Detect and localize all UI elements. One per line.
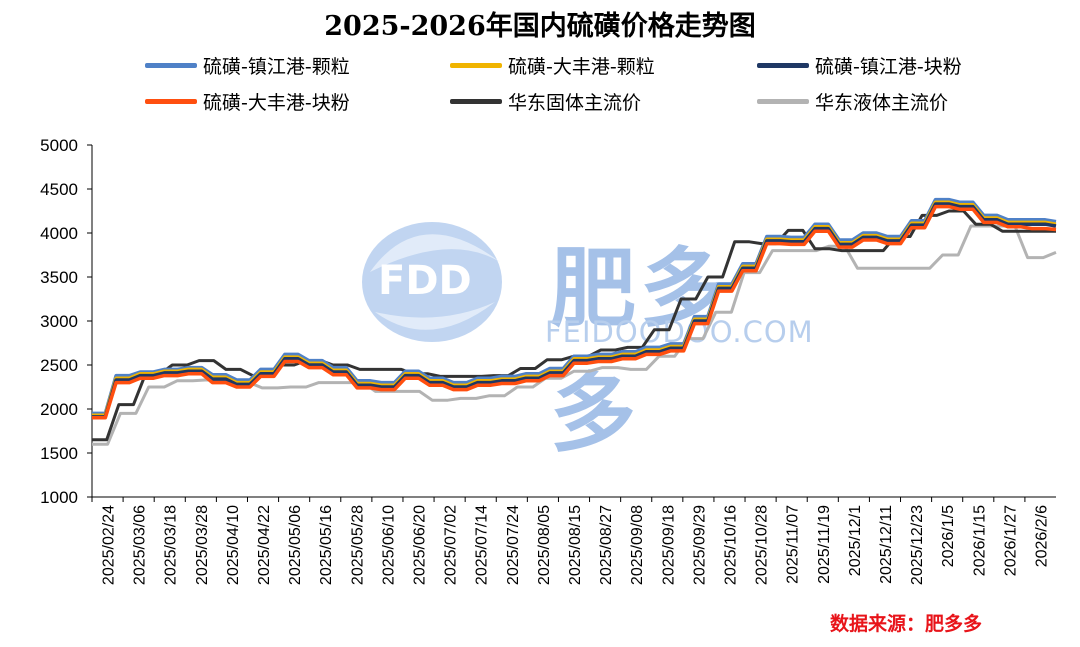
- legend-label: 硫磺-大丰港-块粉: [203, 92, 350, 114]
- series-line-0: [92, 197, 1057, 416]
- x-tick-label: 2025/03/28: [194, 505, 211, 585]
- source-note: 数据来源：肥多多: [830, 613, 983, 635]
- y-tick-label: 4000: [40, 224, 78, 243]
- y-tick-label: 5000: [40, 136, 78, 155]
- x-tick-label: 2025/02/24: [101, 505, 118, 585]
- x-tick-label: 2025/10/16: [722, 505, 739, 585]
- y-tick-label: 4500: [40, 180, 78, 199]
- y-tick-label: 3000: [40, 312, 78, 331]
- legend-item-zj-granule: 硫磺-镇江港-颗粒: [145, 52, 350, 79]
- legend-item-ec-liquid: 华东液体主流价: [757, 88, 948, 115]
- legend-swatch: [757, 63, 809, 68]
- legend-item-ec-solid: 华东固体主流价: [450, 88, 641, 115]
- legend-label: 硫磺-大丰港-颗粒: [508, 56, 655, 78]
- x-tick-label: 2025/05/06: [287, 505, 304, 585]
- x-tick-label: 2025/08/27: [598, 505, 615, 585]
- x-tick-label: 2025/06/20: [412, 505, 429, 585]
- x-tick-label: 2025/09/29: [691, 505, 708, 585]
- legend-swatch: [757, 99, 809, 104]
- legend-swatch: [450, 63, 502, 68]
- x-tick-label: 2025/10/28: [754, 505, 771, 585]
- y-tick-label: 1000: [40, 488, 78, 507]
- x-tick-label: 2025/12/23: [909, 505, 926, 585]
- x-tick-label: 2025/06/10: [380, 505, 397, 585]
- x-tick-label: 2025/09/18: [660, 505, 677, 585]
- legend-item-df-granule: 硫磺-大丰港-颗粒: [450, 52, 655, 79]
- legend-swatch: [145, 99, 197, 104]
- legend-item-df-lump: 硫磺-大丰港-块粉: [145, 88, 350, 115]
- x-tick-label: 2025/11/07: [785, 505, 802, 584]
- x-tick-label: 2025/03/18: [163, 505, 180, 585]
- y-tick-label: 2500: [40, 356, 78, 375]
- x-tick-label: 2025/08/05: [536, 505, 553, 585]
- x-tick-label: 2025/12/11: [878, 505, 895, 584]
- y-tick-label: 2000: [40, 400, 78, 419]
- chart-title: 2025-2026年国内硫磺价格走势图: [324, 11, 756, 42]
- series-line-5: [92, 224, 1057, 446]
- x-tick-label: 2025/07/24: [505, 505, 522, 585]
- legend-item-zj-lump: 硫磺-镇江港-块粉: [757, 52, 962, 79]
- legend-label: 硫磺-镇江港-颗粒: [203, 56, 350, 78]
- legend-label: 华东液体主流价: [815, 92, 949, 114]
- x-tick-label: 2025/05/28: [349, 505, 366, 585]
- x-tick-label: 2025/04/22: [256, 505, 273, 585]
- series-line-3: [92, 204, 1057, 420]
- x-tick-label: 2025/12/1: [847, 505, 864, 576]
- x-tick-label: 2026/2/6: [1033, 505, 1050, 567]
- series-line-4: [92, 209, 1056, 442]
- x-tick-label: 2025/08/15: [567, 505, 584, 585]
- x-tick-label: 2026/1/5: [940, 505, 957, 567]
- y-tick-label: 1500: [40, 444, 78, 463]
- legend-label: 硫磺-镇江港-块粉: [815, 56, 962, 78]
- legend-swatch: [450, 99, 502, 104]
- x-tick-label: 2025/07/14: [474, 505, 491, 585]
- legend-swatch: [145, 63, 197, 68]
- series-line-2: [92, 202, 1057, 419]
- x-tick-label: 2025/11/19: [816, 505, 833, 584]
- y-tick-label: 3500: [40, 268, 78, 287]
- x-tick-label: 2025/07/02: [443, 505, 460, 585]
- x-tick-label: 2026/1/27: [1002, 505, 1019, 576]
- x-tick-label: 2025/04/10: [225, 505, 242, 585]
- x-tick-label: 2025/09/08: [629, 505, 646, 585]
- x-tick-label: 2026/1/15: [971, 505, 988, 576]
- x-tick-label: 2025/03/06: [132, 505, 149, 585]
- legend-label: 华东固体主流价: [508, 92, 642, 114]
- x-tick-label: 2025/05/16: [318, 505, 335, 585]
